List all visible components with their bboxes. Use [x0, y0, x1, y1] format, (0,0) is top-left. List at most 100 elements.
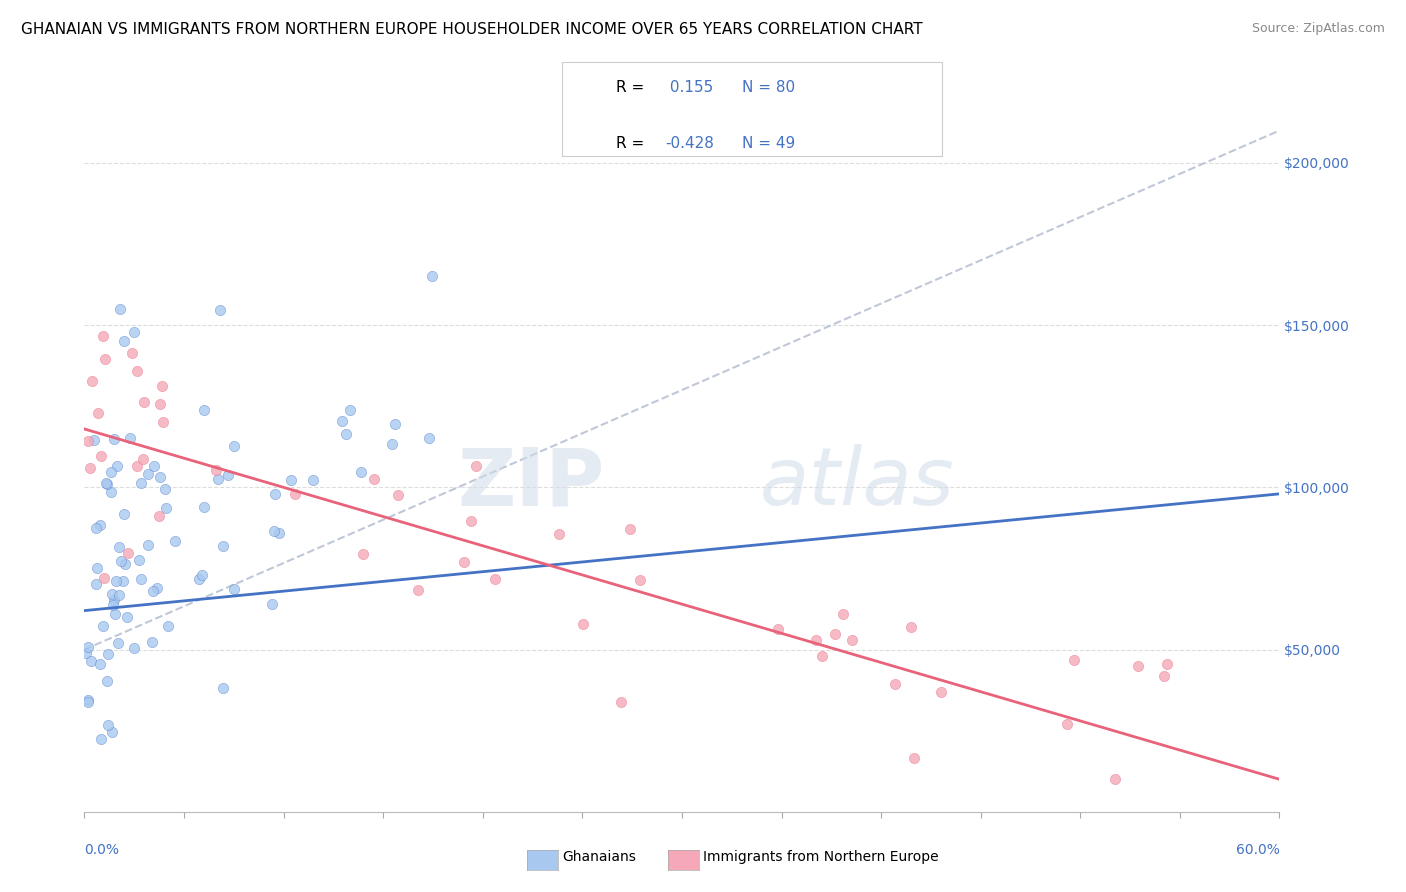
- Point: [156, 619, 179, 633]
- Point: [1056, 717, 1078, 731]
- Point: [571, 617, 593, 632]
- Point: [260, 597, 283, 611]
- Point: [110, 301, 132, 316]
- Point: [91, 619, 114, 633]
- Point: [207, 472, 229, 486]
- Point: [86, 561, 108, 575]
- Text: -0.428: -0.428: [665, 136, 714, 151]
- Point: [149, 397, 172, 411]
- Point: [82, 374, 104, 388]
- Point: [193, 402, 215, 417]
- Point: [104, 574, 127, 588]
- Point: [136, 538, 159, 552]
- Point: [146, 582, 169, 596]
- Point: [110, 554, 132, 568]
- Point: [900, 619, 922, 633]
- Text: ZIP: ZIP: [457, 444, 605, 523]
- Point: [105, 458, 128, 473]
- Point: [117, 546, 139, 560]
- Point: [1156, 657, 1178, 671]
- Point: [352, 547, 374, 561]
- Point: [335, 427, 357, 442]
- Point: [163, 534, 186, 549]
- Point: [464, 458, 486, 473]
- Point: [884, 677, 907, 691]
- Point: [77, 640, 100, 654]
- Point: [111, 574, 134, 589]
- Text: Source: ZipAtlas.com: Source: ZipAtlas.com: [1251, 22, 1385, 36]
- Point: [222, 439, 245, 453]
- Point: [101, 598, 124, 612]
- Point: [141, 635, 163, 649]
- Point: [1104, 772, 1126, 787]
- Text: 60.0%: 60.0%: [1236, 843, 1279, 857]
- Point: [129, 572, 152, 586]
- Point: [806, 633, 828, 648]
- Text: Ghanaians: Ghanaians: [562, 850, 637, 864]
- Point: [387, 488, 409, 502]
- Point: [101, 587, 124, 601]
- Point: [77, 696, 100, 710]
- Point: [211, 539, 233, 553]
- Point: [831, 607, 853, 622]
- Point: [127, 364, 149, 378]
- Point: [349, 465, 371, 479]
- Point: [142, 458, 165, 473]
- Point: [128, 553, 150, 567]
- Point: [104, 607, 127, 622]
- Point: [129, 476, 152, 491]
- Point: [148, 509, 170, 524]
- Point: [1128, 658, 1150, 673]
- Point: [87, 406, 110, 420]
- Point: [90, 449, 112, 463]
- Point: [103, 432, 125, 446]
- Point: [903, 751, 925, 765]
- Point: [418, 432, 440, 446]
- Point: [381, 436, 404, 450]
- Point: [76, 692, 98, 706]
- Point: [138, 467, 160, 481]
- Point: [107, 636, 129, 650]
- Point: [420, 268, 443, 283]
- Point: [84, 520, 107, 534]
- Point: [619, 522, 641, 536]
- Point: [142, 583, 165, 598]
- Point: [453, 555, 475, 569]
- Point: [263, 487, 285, 501]
- Point: [302, 474, 325, 488]
- Point: [83, 433, 105, 447]
- Point: [112, 507, 135, 521]
- Point: [80, 654, 103, 668]
- Point: [96, 674, 118, 689]
- Point: [841, 633, 863, 648]
- Point: [929, 685, 952, 699]
- Point: [114, 557, 136, 571]
- Point: [384, 417, 406, 431]
- Point: [108, 589, 131, 603]
- Point: [90, 732, 112, 747]
- Point: [267, 525, 290, 540]
- Point: [115, 609, 138, 624]
- Text: 0.155: 0.155: [665, 80, 713, 95]
- Point: [103, 592, 125, 607]
- Point: [609, 695, 631, 709]
- Point: [280, 473, 302, 487]
- Point: [100, 465, 122, 479]
- Point: [768, 622, 790, 636]
- Point: [152, 415, 174, 429]
- Point: [460, 515, 482, 529]
- Point: [96, 647, 118, 661]
- Point: [1063, 653, 1085, 667]
- Point: [339, 402, 361, 417]
- Point: [97, 718, 120, 732]
- Point: [824, 627, 846, 641]
- Point: [86, 577, 108, 591]
- Point: [1153, 668, 1175, 682]
- Point: [547, 526, 569, 541]
- Point: [155, 500, 177, 515]
- Point: [122, 325, 145, 339]
- Point: [89, 657, 111, 672]
- Point: [222, 582, 245, 596]
- Text: GHANAIAN VS IMMIGRANTS FROM NORTHERN EUROPE HOUSEHOLDER INCOME OVER 65 YEARS COR: GHANAIAN VS IMMIGRANTS FROM NORTHERN EUR…: [21, 22, 922, 37]
- Point: [208, 303, 231, 318]
